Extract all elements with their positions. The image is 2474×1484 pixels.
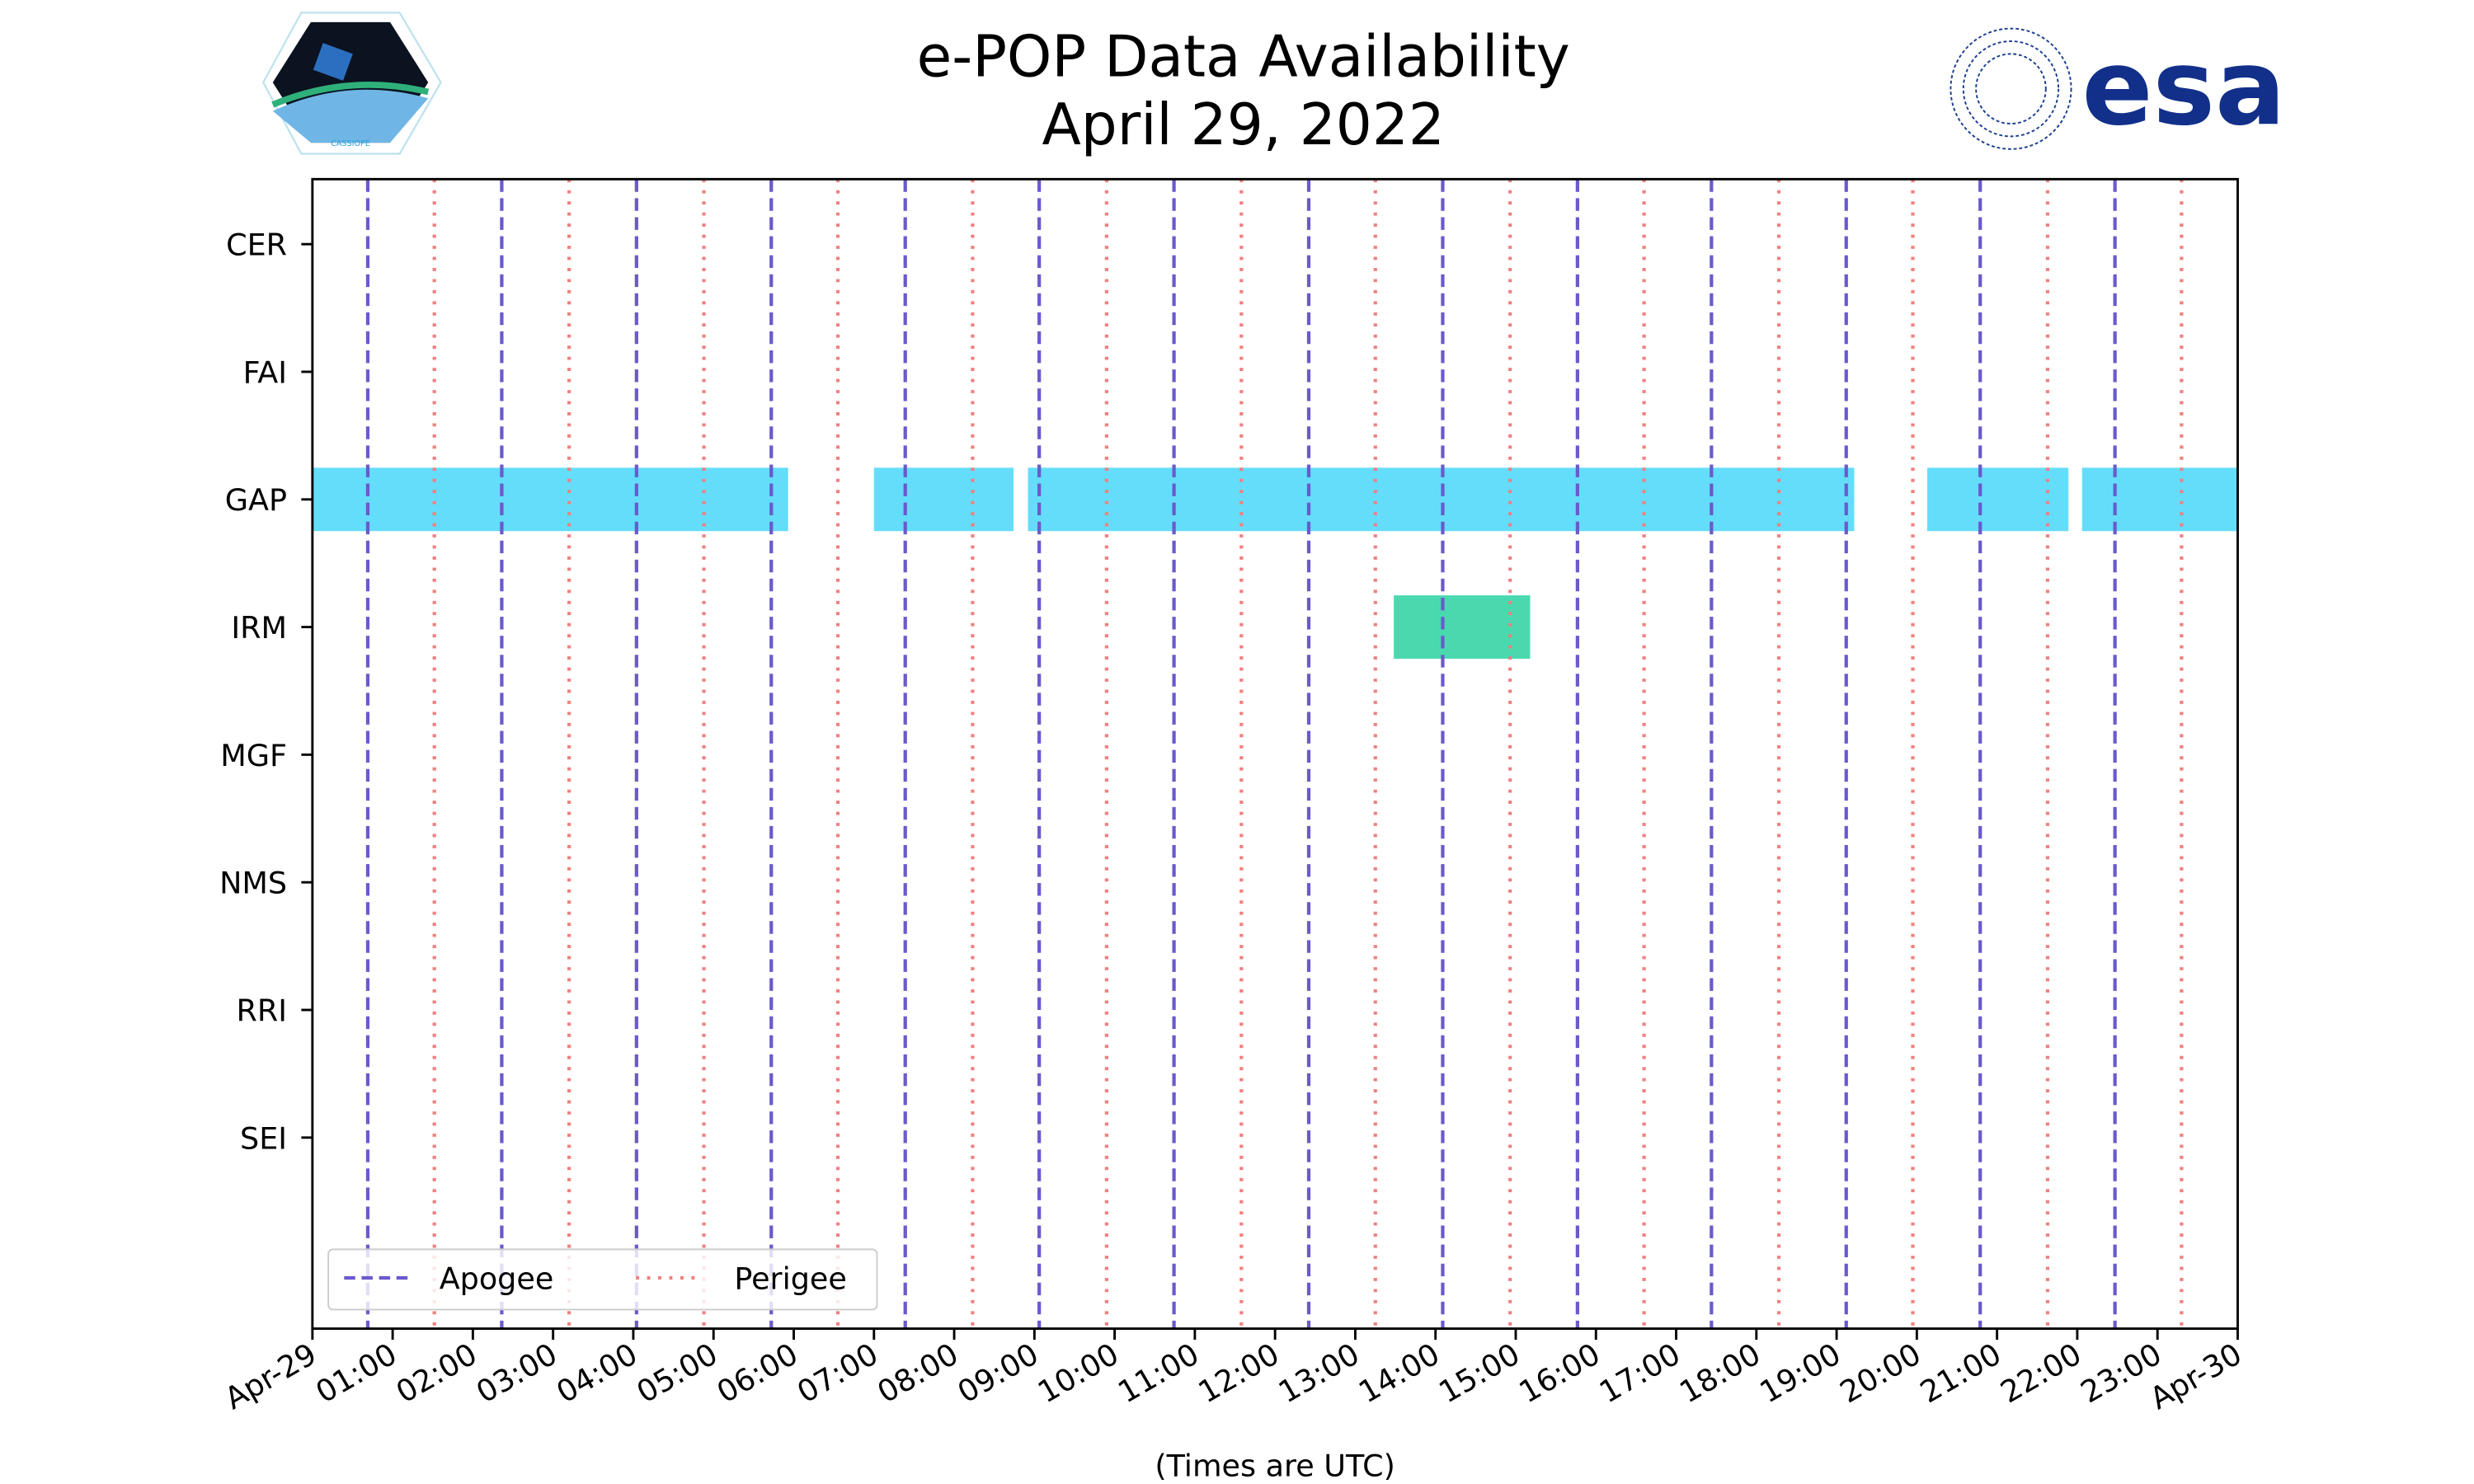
cassiope-logo: CASSIOPE — [261, 12, 442, 155]
cassiope-logo-text: CASSIOPE — [331, 139, 370, 148]
x-tick-label: 21:00 — [1914, 1336, 2007, 1411]
x-tick-label: 02:00 — [390, 1336, 483, 1411]
legend: Apogee Perigee — [327, 1248, 878, 1311]
x-tick-label: 12:00 — [1192, 1336, 1286, 1411]
x-tick-label: 04:00 — [551, 1336, 644, 1411]
x-tick-label: 22:00 — [1994, 1336, 2087, 1411]
availability-bar-gap — [873, 467, 1014, 532]
x-tick-label: 20:00 — [1834, 1336, 1927, 1411]
legend-apogee-label: Apogee — [440, 1261, 554, 1296]
x-tick-label: 05:00 — [631, 1336, 724, 1411]
x-tick-label: 10:00 — [1032, 1336, 1125, 1411]
y-tick-label: CER — [226, 228, 287, 263]
x-tick-label: 17:00 — [1593, 1336, 1686, 1411]
esa-logo-text: esa — [2081, 26, 2285, 148]
x-tick-label: 16:00 — [1513, 1336, 1606, 1411]
availability-bar-gap — [312, 467, 788, 532]
x-tick-label: 03:00 — [470, 1336, 563, 1411]
chart-subtitle: April 29, 2022 — [1042, 92, 1444, 158]
y-tick-label: MGF — [220, 738, 287, 773]
y-tick-label: FAI — [243, 355, 287, 390]
x-tick-label: Apr-29 — [219, 1336, 322, 1416]
y-tick-label: GAP — [225, 482, 287, 518]
x-tick-label: 15:00 — [1433, 1336, 1526, 1411]
x-tick-label: Apr-30 — [2144, 1336, 2248, 1416]
y-tick-label: IRM — [231, 610, 287, 646]
chart-title: e-POP Data Availability — [917, 24, 1570, 90]
y-tick-label: SEI — [240, 1120, 287, 1156]
x-tick-label: 11:00 — [1112, 1336, 1205, 1411]
availability-bar-gap — [1028, 467, 1855, 532]
y-tick-label: NMS — [219, 866, 287, 901]
availability-bar-gap — [2081, 467, 2238, 532]
x-tick-label: 07:00 — [791, 1336, 884, 1411]
esa-logo: esa — [1950, 26, 2286, 150]
x-tick-label: 01:00 — [310, 1336, 403, 1411]
x-tick-label: 18:00 — [1673, 1336, 1766, 1411]
x-tick-label: 14:00 — [1352, 1336, 1446, 1411]
x-tick-label: 13:00 — [1272, 1336, 1366, 1411]
x-tick-label: 08:00 — [872, 1336, 965, 1411]
legend-perigee-label: Perigee — [734, 1261, 846, 1296]
plot-frame — [311, 177, 2239, 1330]
y-tick-label: RRI — [237, 993, 288, 1028]
x-axis-label: (Times are UTC) — [1155, 1448, 1395, 1483]
x-tick-label: 06:00 — [711, 1336, 804, 1411]
availability-bar-gap — [1927, 467, 2069, 532]
availability-bar-irm — [1394, 595, 1531, 660]
x-tick-label: 09:00 — [952, 1336, 1045, 1411]
x-tick-label: 19:00 — [1754, 1336, 1847, 1411]
